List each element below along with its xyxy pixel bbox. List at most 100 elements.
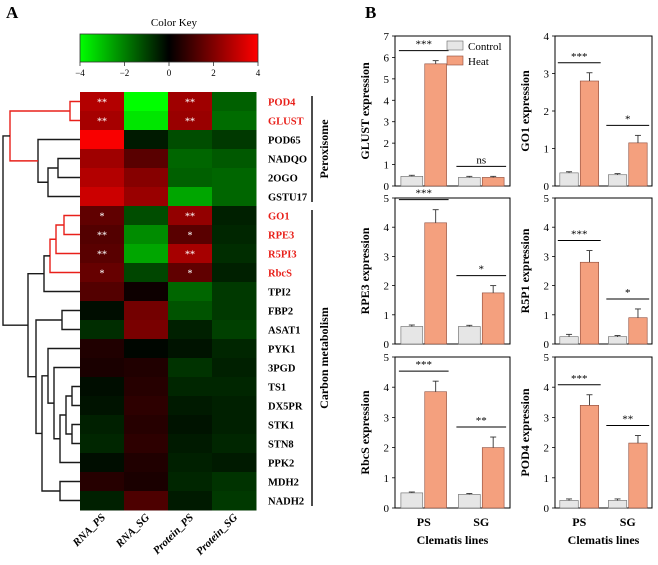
y-tick-label: 4 bbox=[384, 382, 390, 394]
heatmap-cell bbox=[168, 396, 213, 416]
y-tick-label: 7 bbox=[384, 31, 390, 43]
significance-label: * bbox=[625, 287, 631, 299]
y-axis-label: GO1 expression bbox=[518, 70, 532, 152]
bar-control bbox=[608, 500, 628, 509]
dendrogram-branch bbox=[61, 309, 80, 331]
heatmap-column-label: Protein_SG bbox=[194, 512, 240, 558]
heatmap-row-label: DX5PR bbox=[268, 402, 303, 413]
heatmap-cell bbox=[212, 472, 257, 492]
heatmap-row-label: STN8 bbox=[268, 440, 294, 451]
y-tick-label: 6 bbox=[384, 52, 390, 64]
dendrogram-branch bbox=[59, 414, 80, 464]
y-tick-label: 3 bbox=[384, 412, 390, 424]
x-axis-label: Clematis lines bbox=[417, 533, 489, 547]
y-tick-label: 2 bbox=[544, 443, 550, 455]
heatmap-cell bbox=[212, 225, 257, 245]
color-key-tick-label: −2 bbox=[120, 68, 130, 78]
heatmap-cell bbox=[80, 111, 125, 131]
heatmap-row-label: NADQO bbox=[268, 155, 307, 166]
bar-heat bbox=[424, 63, 447, 187]
heatmap-column-label: Protein_PS bbox=[151, 512, 196, 557]
heatmap-cell bbox=[80, 225, 125, 245]
y-tick-label: 0 bbox=[384, 181, 390, 193]
pathway-group-label: Peroxisome bbox=[317, 119, 331, 179]
y-tick-label: 0 bbox=[544, 181, 550, 193]
y-tick-label: 2 bbox=[544, 106, 550, 118]
heatmap-cell bbox=[124, 377, 169, 397]
heatmap-row-label: GO1 bbox=[268, 212, 290, 223]
heatmap-cell bbox=[212, 92, 257, 112]
dendrogram-branch bbox=[35, 319, 62, 435]
heatmap-cell bbox=[80, 206, 125, 226]
heatmap-cell bbox=[124, 206, 169, 226]
legend-label-control: Control bbox=[468, 41, 502, 53]
heatmap-cell bbox=[124, 187, 169, 207]
y-tick-label: 1 bbox=[544, 473, 550, 485]
bar-heat bbox=[579, 405, 599, 509]
heatmap-cell bbox=[212, 434, 257, 454]
heatmap-row-label: RPE3 bbox=[268, 231, 294, 242]
y-tick-label: 5 bbox=[544, 352, 550, 364]
heatmap-cell bbox=[124, 491, 169, 511]
heatmap-row-label: RbcS bbox=[268, 269, 292, 280]
heatmap-cell bbox=[168, 472, 213, 492]
y-tick-label: 5 bbox=[384, 74, 390, 86]
heatmap-cell bbox=[124, 282, 169, 302]
y-tick-label: 2 bbox=[384, 138, 390, 150]
y-tick-label: 4 bbox=[544, 382, 550, 394]
y-tick-label: 4 bbox=[544, 222, 550, 234]
heatmap-cell bbox=[80, 358, 125, 378]
color-key-tick-label: −4 bbox=[75, 68, 85, 78]
bar-heat bbox=[424, 222, 447, 345]
heatmap-row-label: STK1 bbox=[268, 421, 294, 432]
heatmap-cell bbox=[168, 339, 213, 359]
y-tick-label: 0 bbox=[544, 503, 550, 515]
bar-control bbox=[400, 176, 424, 187]
heatmap-significance-mark: ** bbox=[97, 231, 107, 242]
bar-control bbox=[458, 177, 481, 187]
heatmap-cell bbox=[124, 130, 169, 150]
heatmap-cell bbox=[80, 149, 125, 169]
y-tick-label: 4 bbox=[384, 222, 390, 234]
bar-control bbox=[400, 326, 424, 345]
plot-frame bbox=[554, 356, 653, 509]
heatmap-significance-mark: * bbox=[188, 269, 193, 280]
heatmap-cell bbox=[124, 472, 169, 492]
bar-control bbox=[559, 336, 579, 345]
dendrogram-branch bbox=[49, 238, 80, 274]
bar-control bbox=[608, 174, 628, 187]
heatmap-column-label: RNA_SG bbox=[113, 512, 152, 551]
heatmap-cell bbox=[80, 377, 125, 397]
heatmap-cell bbox=[80, 92, 125, 112]
significance-label: * bbox=[625, 113, 631, 125]
heatmap-cell bbox=[168, 168, 213, 188]
bar-heat bbox=[481, 292, 505, 345]
plot-frame bbox=[554, 197, 653, 345]
heatmap-cell bbox=[212, 111, 257, 131]
dendrogram-branch bbox=[37, 138, 80, 183]
significance-label: *** bbox=[416, 359, 433, 371]
heatmap-cell bbox=[124, 320, 169, 340]
dendrogram-branch bbox=[2, 135, 28, 326]
heatmap-cell bbox=[80, 339, 125, 359]
heatmap-cell bbox=[80, 301, 125, 321]
significance-label: ** bbox=[622, 414, 633, 426]
color-key-title: Color Key bbox=[151, 17, 198, 29]
significance-label: *** bbox=[571, 373, 588, 385]
heatmap-cell bbox=[80, 282, 125, 302]
heatmap-row-label: TPI2 bbox=[268, 288, 291, 299]
heatmap-cell bbox=[168, 453, 213, 473]
x-tick-label: PS bbox=[417, 515, 431, 529]
heatmap-significance-mark: * bbox=[100, 212, 105, 223]
y-tick-label: 0 bbox=[544, 339, 550, 351]
heatmap-cell bbox=[80, 396, 125, 416]
heatmap-cell bbox=[168, 434, 213, 454]
heatmap-significance-mark: ** bbox=[185, 117, 195, 128]
heatmap-cell bbox=[168, 206, 213, 226]
heatmap-cell bbox=[168, 415, 213, 435]
pathway-group-label: Carbon metabolism bbox=[317, 307, 331, 409]
bar-control bbox=[458, 494, 481, 509]
dendrogram-branch bbox=[71, 423, 80, 445]
